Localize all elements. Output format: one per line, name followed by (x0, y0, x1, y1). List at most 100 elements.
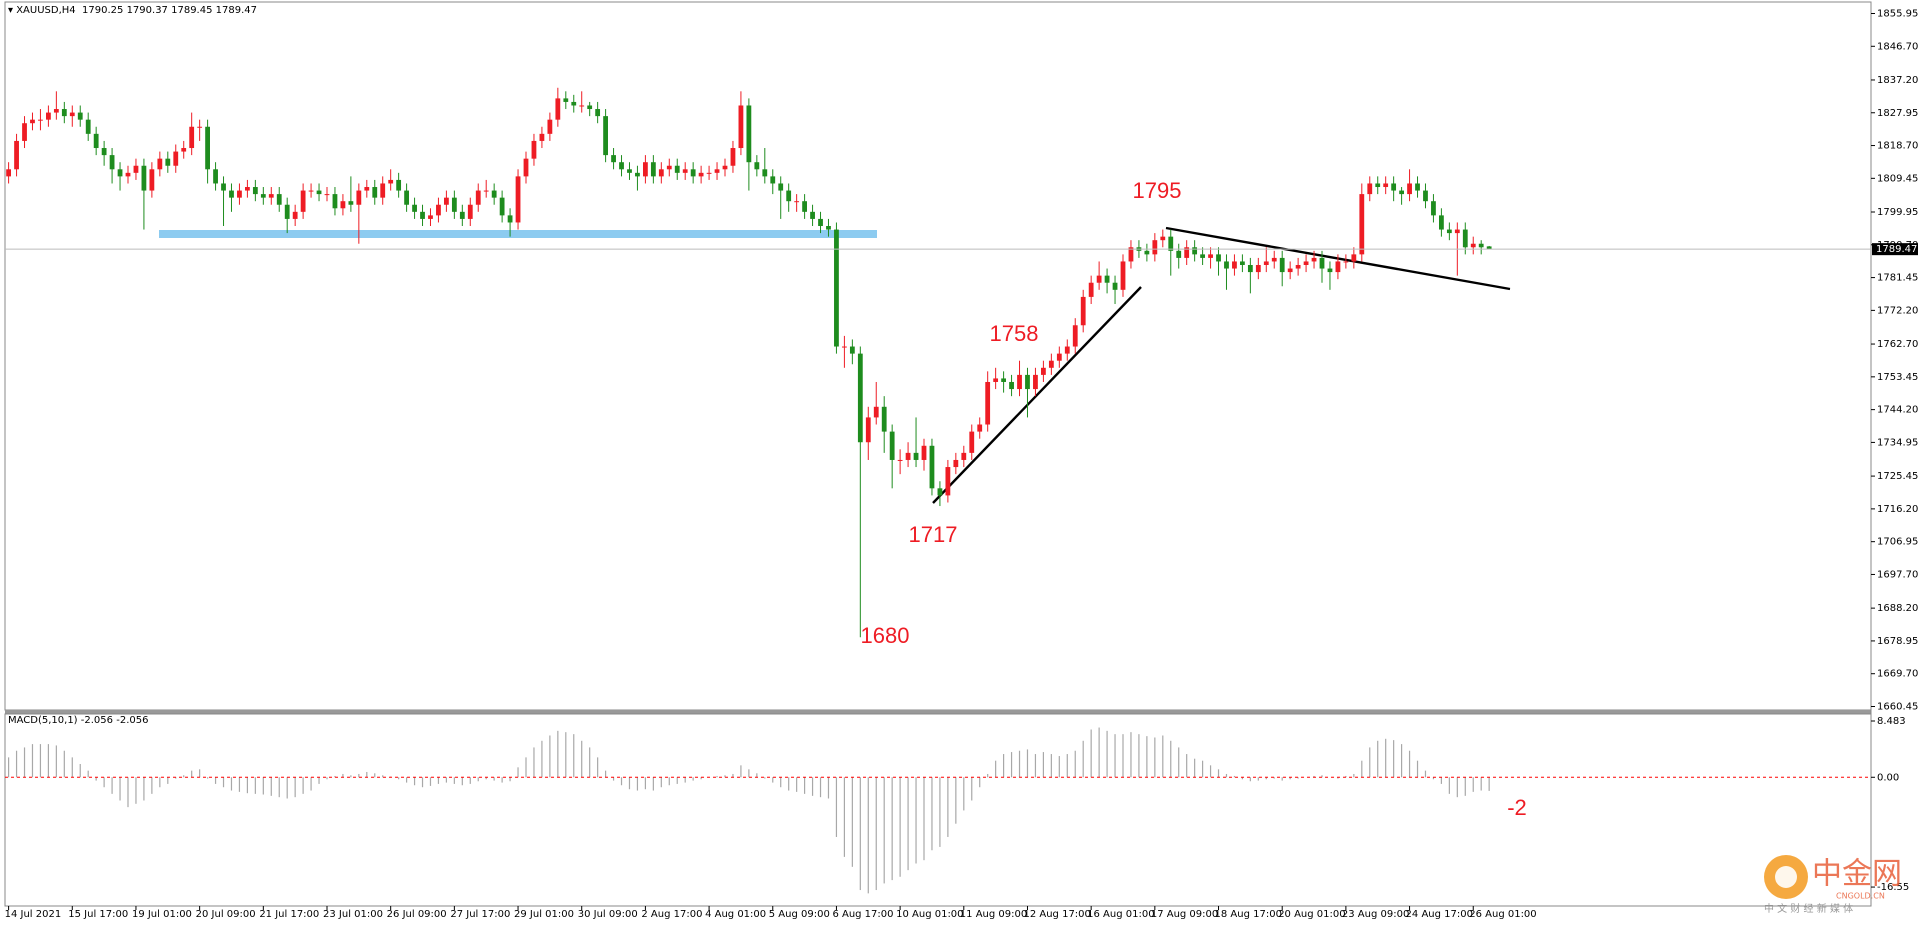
last-price-box (1872, 243, 1918, 256)
candle-body (300, 190, 306, 212)
candle-body (1096, 275, 1102, 283)
candle-body (977, 424, 983, 432)
candle-body (1470, 243, 1476, 248)
candle-body (555, 98, 561, 120)
ohlc-close: 1789.47 (215, 5, 258, 16)
annotation: 1717 (909, 522, 958, 547)
candle-body (531, 140, 537, 159)
candle-body (921, 445, 927, 460)
macd-y-tick-label: 0.00 (1877, 772, 1899, 783)
candle-body (428, 215, 433, 219)
candle-body (1017, 374, 1022, 390)
candle-body (1462, 229, 1468, 248)
candle-body (1104, 275, 1110, 283)
candle-body (897, 459, 903, 461)
candle-body (1383, 183, 1389, 188)
candle-body (1208, 254, 1213, 258)
candle-body (1271, 257, 1277, 262)
x-tick-label: 6 Aug 17:00 (832, 909, 893, 920)
candle-body (404, 190, 409, 205)
candle-body (85, 119, 91, 134)
candle-body (722, 165, 728, 170)
candle-body (30, 119, 35, 124)
candle-body (547, 119, 553, 134)
candle-body (117, 169, 123, 177)
candle-body (810, 211, 815, 219)
candle-body (682, 169, 688, 173)
candle-body (873, 406, 879, 418)
candle-body (1391, 183, 1397, 191)
candle-body (189, 126, 195, 149)
candle-body (1009, 381, 1014, 390)
candle-body (865, 417, 871, 443)
candle-body (1407, 183, 1412, 195)
candle-body (523, 158, 529, 177)
candle-body (802, 201, 807, 212)
candle-body (1311, 257, 1317, 262)
panel-separator (5, 710, 1871, 714)
candle-body (237, 190, 242, 198)
x-tick-label: 16 Aug 01:00 (1087, 909, 1154, 920)
candle-body (1240, 261, 1245, 266)
candle-body (969, 431, 975, 453)
x-tick-label: 20 Aug 01:00 (1278, 909, 1345, 920)
candle-body (412, 204, 417, 212)
y-tick-label: 1855.95 (1877, 9, 1918, 20)
candle-body (515, 176, 521, 223)
y-tick-label: 1669.70 (1877, 669, 1918, 680)
x-tick-label: 14 Jul 2021 (5, 909, 62, 920)
candle-body (197, 126, 203, 128)
candle-body (1168, 236, 1174, 251)
candle-body (69, 112, 75, 117)
candle-body (1375, 183, 1381, 188)
candle-body (1343, 261, 1349, 263)
candle-body (778, 183, 784, 191)
candle-body (396, 179, 402, 191)
candle-body (252, 187, 258, 195)
candle-body (1176, 250, 1182, 258)
candle-body (380, 183, 386, 198)
candle-body (842, 346, 847, 348)
chart-header: ▾ XAUUSD,H4 1790.25 1790.37 1789.45 1789… (8, 5, 258, 16)
candle-body (1072, 325, 1078, 347)
candle-body (706, 172, 712, 174)
candle-body (1478, 243, 1484, 248)
candle-body (459, 211, 465, 219)
candle-body (491, 190, 497, 198)
candle-body (730, 148, 736, 166)
candle-body (475, 190, 481, 205)
candle-body (786, 190, 792, 202)
candle-body (714, 169, 720, 173)
candle-body (993, 378, 999, 382)
candle-body (627, 169, 632, 173)
ohlc-low: 1789.45 (171, 5, 213, 16)
candle-body (738, 105, 744, 149)
candle-body (1446, 229, 1452, 234)
y-tick-label: 1753.45 (1877, 372, 1918, 383)
x-tick-label: 20 Jul 09:00 (196, 909, 256, 920)
candle-body (53, 109, 59, 113)
y-tick-label: 1725.45 (1877, 471, 1918, 482)
y-tick-label: 1688.20 (1877, 603, 1918, 614)
candle-body (1112, 282, 1118, 290)
candle-body (101, 148, 107, 156)
candle-body (754, 162, 760, 170)
candle-body (1048, 360, 1054, 368)
candle-body (1041, 367, 1046, 375)
candle-body (133, 165, 139, 173)
logo-icon (1775, 866, 1797, 888)
candle-body (1232, 261, 1237, 269)
candle-body (1216, 254, 1221, 262)
watermark-name: 中金网 (1812, 857, 1902, 892)
macd-y-tick-label: 8.483 (1877, 716, 1906, 727)
y-tick-label: 1827.95 (1877, 108, 1918, 119)
candle-body (356, 190, 362, 205)
candle-body (857, 353, 863, 443)
candle-body (690, 169, 696, 177)
candle-body (1367, 183, 1373, 195)
x-tick-label: 19 Jul 01:00 (132, 909, 192, 920)
ohlc-open: 1790.25 (82, 5, 124, 16)
support-band (159, 230, 877, 238)
candle-body (929, 445, 935, 489)
